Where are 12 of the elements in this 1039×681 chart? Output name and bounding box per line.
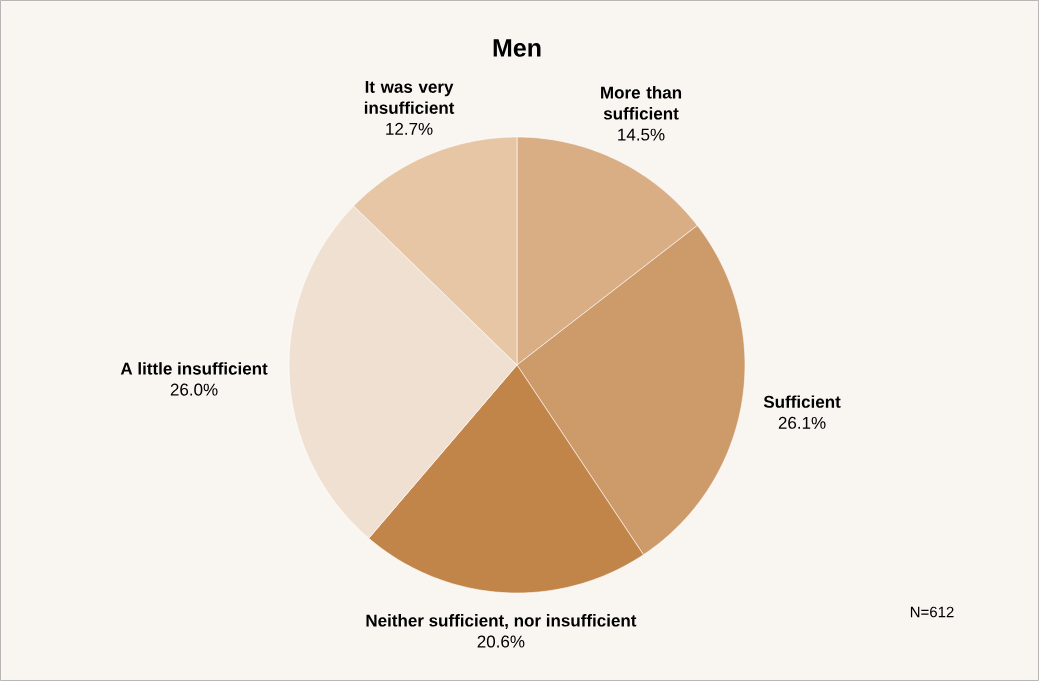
text: N=612	[910, 606, 954, 618]
slice-label: Neither sufficient, nor insufficient	[366, 614, 637, 630]
chart-title: Men	[493, 39, 541, 57]
data-label: 26.0%	[170, 383, 218, 396]
data-label: 12.7%	[386, 122, 433, 135]
data-label: 14.5%	[618, 128, 665, 141]
slice-label: A little insufficient	[120, 362, 268, 375]
slice-label: More than sufficient	[601, 86, 682, 120]
data-label: 20.6%	[477, 635, 525, 648]
slice-label: It was very insufficient	[364, 81, 455, 114]
slice-label: Sufficient	[763, 395, 841, 408]
data-label: 26.1%	[778, 416, 826, 429]
